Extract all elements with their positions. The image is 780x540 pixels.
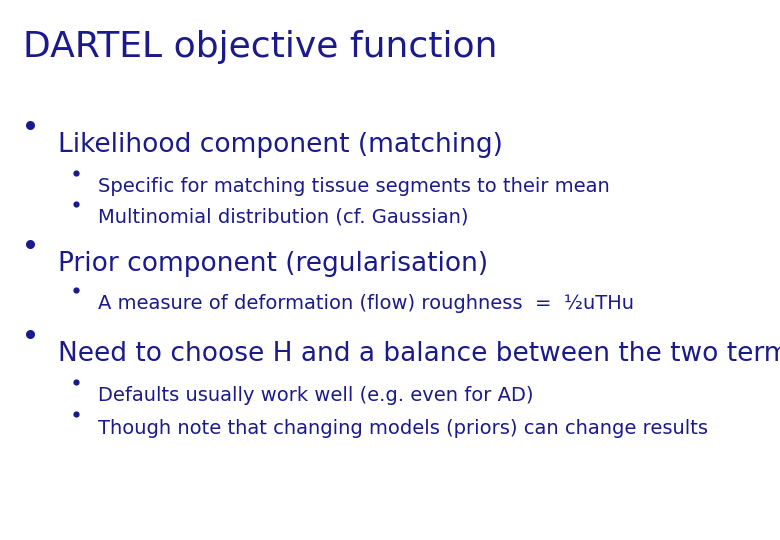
Text: Though note that changing models (priors) can change results: Though note that changing models (priors… bbox=[98, 418, 707, 437]
Text: Defaults usually work well (e.g. even for AD): Defaults usually work well (e.g. even fo… bbox=[98, 386, 533, 405]
Text: Multinomial distribution (cf. Gaussian): Multinomial distribution (cf. Gaussian) bbox=[98, 208, 468, 227]
Text: Need to choose H and a balance between the two terms: Need to choose H and a balance between t… bbox=[58, 341, 780, 367]
Text: Prior component (regularisation): Prior component (regularisation) bbox=[58, 251, 488, 277]
Text: Specific for matching tissue segments to their mean: Specific for matching tissue segments to… bbox=[98, 177, 609, 196]
Text: A measure of deformation (flow) roughness  =  ½uTHu: A measure of deformation (flow) roughnes… bbox=[98, 294, 633, 313]
Text: DARTEL objective function: DARTEL objective function bbox=[23, 30, 498, 64]
Text: Likelihood component (matching): Likelihood component (matching) bbox=[58, 132, 503, 158]
